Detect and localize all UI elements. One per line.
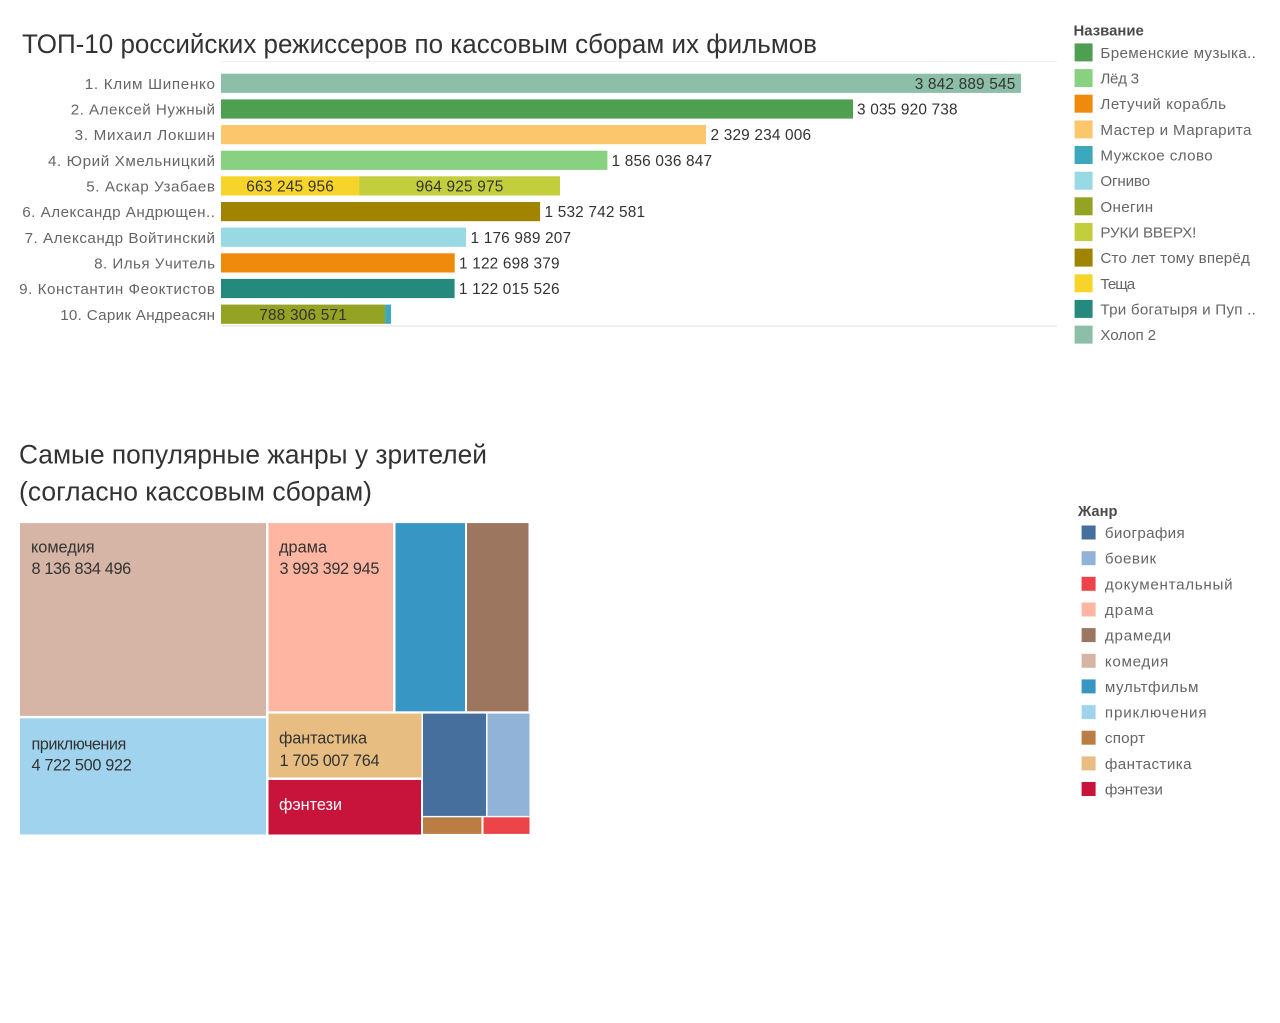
svg-text:драма: драма (1105, 602, 1154, 619)
svg-text:1 176 989 207: 1 176 989 207 (471, 230, 572, 247)
svg-text:приключения: приключения (32, 735, 127, 753)
svg-text:6. Александр Андрющен..: 6. Александр Андрющен.. (22, 204, 215, 221)
svg-text:боевик: боевик (1105, 551, 1157, 568)
svg-text:РУКИ ВВЕРХ!: РУКИ ВВЕРХ! (1100, 225, 1196, 242)
svg-text:7. Александр Войтинский: 7. Александр Войтинский (25, 230, 215, 247)
svg-text:драма: драма (279, 539, 328, 557)
svg-text:документальный: документальный (1105, 576, 1233, 593)
svg-text:Лёд 3: Лёд 3 (1100, 71, 1139, 88)
svg-text:3 842 889 545: 3 842 889 545 (915, 76, 1016, 93)
svg-text:фантастика: фантастика (1105, 756, 1192, 773)
svg-text:Летучий корабль: Летучий корабль (1100, 96, 1226, 113)
svg-text:Теща: Теща (1100, 276, 1135, 293)
svg-text:фантастика: фантастика (279, 730, 368, 748)
svg-text:10. Сарик Андреасян: 10. Сарик Андреасян (60, 307, 215, 324)
svg-text:964 925 975: 964 925 975 (416, 179, 504, 196)
svg-text:4 722 500 922: 4 722 500 922 (32, 757, 132, 775)
svg-text:приключения: приключения (1105, 705, 1207, 722)
svg-text:1 122 698 379: 1 122 698 379 (459, 256, 560, 273)
svg-text:Онегин: Онегин (1100, 199, 1153, 216)
svg-text:Сто лет тому вперёд: Сто лет тому вперёд (1100, 250, 1250, 267)
svg-text:8. Илья Учитель: 8. Илья Учитель (94, 256, 215, 273)
svg-text:Мастер и Маргарита: Мастер и Маргарита (1100, 122, 1252, 139)
svg-text:1 532 742 581: 1 532 742 581 (545, 204, 646, 221)
svg-text:5. Аскар Узабаев: 5. Аскар Узабаев (86, 179, 215, 196)
svg-text:Холоп 2: Холоп 2 (1100, 327, 1156, 344)
svg-text:3 035 920 738: 3 035 920 738 (857, 102, 958, 119)
svg-text:Три богатыря и Пуп ..: Три богатыря и Пуп .. (1100, 301, 1256, 318)
svg-text:788 306 571: 788 306 571 (259, 307, 347, 324)
svg-text:Бременские музыка..: Бременские музыка.. (1100, 45, 1256, 62)
svg-text:фэнтези: фэнтези (279, 796, 342, 814)
svg-text:мультфильм: мультфильм (1105, 679, 1199, 696)
svg-text:ТОП-10 российских режиссеров п: ТОП-10 российских режиссеров по кассовым… (22, 29, 817, 59)
svg-text:биография: биография (1105, 525, 1185, 542)
svg-text:2. Алексей Нужный: 2. Алексей Нужный (71, 102, 215, 119)
svg-text:Жанр: Жанр (1077, 503, 1117, 520)
svg-text:(согласно кассовым сборам): (согласно кассовым сборам) (19, 477, 372, 507)
svg-text:3. Михаил Локшин: 3. Михаил Локшин (75, 127, 215, 144)
svg-text:9. Константин Феоктистов: 9. Константин Феоктистов (19, 281, 215, 298)
svg-text:Название: Название (1074, 23, 1144, 40)
svg-text:спорт: спорт (1105, 730, 1145, 747)
svg-text:2 329 234 006: 2 329 234 006 (711, 127, 812, 144)
svg-text:комедия: комедия (1105, 653, 1168, 670)
svg-text:1 856 036 847: 1 856 036 847 (612, 153, 713, 170)
svg-text:1. Клим Шипенко: 1. Клим Шипенко (85, 76, 215, 93)
svg-text:драмеди: драмеди (1105, 628, 1171, 645)
svg-text:комедия: комедия (31, 539, 95, 557)
svg-text:1 705 007 764: 1 705 007 764 (280, 752, 380, 770)
svg-text:1 122 015 526: 1 122 015 526 (459, 281, 560, 298)
svg-text:фэнтези: фэнтези (1105, 782, 1163, 799)
svg-text:Огниво: Огниво (1100, 173, 1150, 190)
svg-text:3 993 392 945: 3 993 392 945 (280, 560, 380, 578)
svg-text:8 136 834 496: 8 136 834 496 (32, 560, 132, 578)
svg-text:Мужское слово: Мужское слово (1100, 148, 1212, 165)
svg-text:663 245 956: 663 245 956 (246, 179, 334, 196)
svg-text:Самые популярные жанры у зрите: Самые популярные жанры у зрителей (19, 440, 487, 470)
svg-text:4. Юрий Хмельницкий: 4. Юрий Хмельницкий (48, 153, 215, 170)
